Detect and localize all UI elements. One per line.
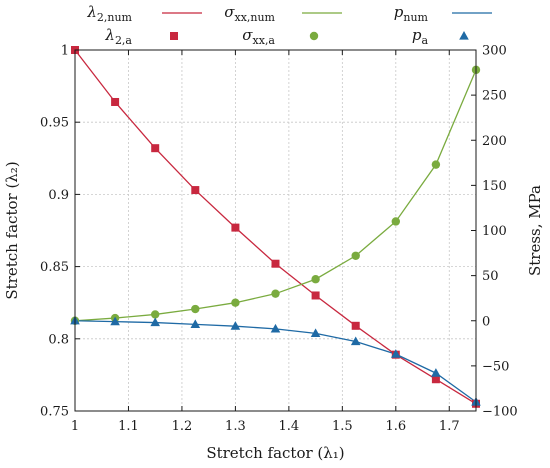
legend-marker-swatch xyxy=(459,31,469,40)
data-point-circle xyxy=(271,289,280,298)
data-point-triangle xyxy=(431,368,441,377)
legend-label-symbol: σ xyxy=(224,3,235,21)
data-point-square xyxy=(431,375,440,384)
left-y-tick-label: 0.95 xyxy=(40,116,69,131)
right-y-tick-label: 300 xyxy=(482,44,507,59)
data-point-square xyxy=(271,259,280,268)
legend-label-symbol: λ xyxy=(86,3,97,21)
right-y-tick-label: −50 xyxy=(482,359,509,374)
data-point-circle xyxy=(231,298,240,307)
right-y-tick-label: 50 xyxy=(482,269,499,284)
x-tick-label: 1.6 xyxy=(385,419,406,434)
legend-label: pa xyxy=(412,26,429,47)
x-tick-label: 1.3 xyxy=(225,419,246,434)
right-y-tick-label: 150 xyxy=(482,179,507,194)
right-y-tick-label: 100 xyxy=(482,224,507,239)
x-tick-label: 1.1 xyxy=(118,419,139,434)
x-tick-label: 1.5 xyxy=(332,419,353,434)
right-y-tick-label: −100 xyxy=(482,405,518,420)
data-point-circle xyxy=(191,304,200,314)
legend-label-symbol: σ xyxy=(242,26,253,44)
legend-label-subscript: num xyxy=(403,11,428,24)
x-tick-label: 1.2 xyxy=(172,419,193,434)
legend-marker-swatch xyxy=(309,31,319,41)
data-point-square xyxy=(351,321,360,330)
legend-label-subscript: 2,num xyxy=(97,11,133,24)
data-point-square xyxy=(191,186,200,195)
data-point-triangle xyxy=(310,328,321,337)
legend-label: λ2,num xyxy=(86,3,132,24)
x-tick-label: 1.4 xyxy=(279,419,300,434)
data-point-square xyxy=(311,291,320,300)
legend-label-subscript: xx,a xyxy=(253,34,276,47)
legend-label: λ2,a xyxy=(104,26,132,47)
data-point-triangle xyxy=(350,336,361,346)
x-tick-label: 1.7 xyxy=(439,419,460,434)
legend-label: pnum xyxy=(394,3,429,24)
series-layer xyxy=(70,46,481,408)
data-point-circle xyxy=(431,160,441,169)
data-point-triangle xyxy=(110,316,120,326)
legend-label-symbol: p xyxy=(412,26,422,44)
data-point-circle xyxy=(391,217,400,226)
legend-label-subscript: xx,num xyxy=(234,11,275,24)
data-point-triangle xyxy=(230,321,241,330)
data-point-square xyxy=(111,97,120,106)
legend-label-subscript: 2,a xyxy=(115,34,132,47)
data-point-square xyxy=(231,223,240,232)
data-point-triangle xyxy=(391,349,401,358)
left-y-tick-label: 1 xyxy=(61,44,69,59)
data-point-circle xyxy=(151,310,160,319)
left-y-tick-label: 0.85 xyxy=(40,260,69,275)
data-point-triangle xyxy=(190,319,201,328)
right-y-axis-title: Stress, MPa xyxy=(526,185,544,276)
left-y-tick-label: 0.9 xyxy=(48,188,69,203)
legend-label: σxx,num xyxy=(224,3,275,24)
x-tick-label: 1 xyxy=(71,419,79,434)
x-axis-title: Stretch factor (λ₁) xyxy=(206,444,344,462)
data-point-triangle xyxy=(270,323,281,333)
left-y-axis-title: Stretch factor (λ₂) xyxy=(3,161,21,299)
data-point-circle xyxy=(351,251,360,260)
right-y-tick-label: 0 xyxy=(482,314,490,329)
right-y-tick-label: 250 xyxy=(482,89,507,104)
ticks: 1 1.1 1.2 1.3 1.4 1.5 1.6 1.7 0.75 0.8 0.85 0.9 0.95… xyxy=(40,44,518,435)
left-y-tick-label: 0.8 xyxy=(48,332,69,347)
data-point-circle xyxy=(311,275,320,284)
legend-label: σxx,a xyxy=(242,26,275,47)
data-point-square xyxy=(151,144,160,153)
legend-label-symbol: p xyxy=(394,3,404,21)
left-y-tick-label: 0.75 xyxy=(40,405,69,420)
grid xyxy=(75,50,476,411)
right-y-tick-label: 200 xyxy=(482,134,507,149)
legend-label-symbol: λ xyxy=(104,26,115,44)
data-point-triangle xyxy=(150,317,160,327)
legend-marker-swatch xyxy=(170,32,178,40)
legend-label-subscript: a xyxy=(421,34,428,47)
